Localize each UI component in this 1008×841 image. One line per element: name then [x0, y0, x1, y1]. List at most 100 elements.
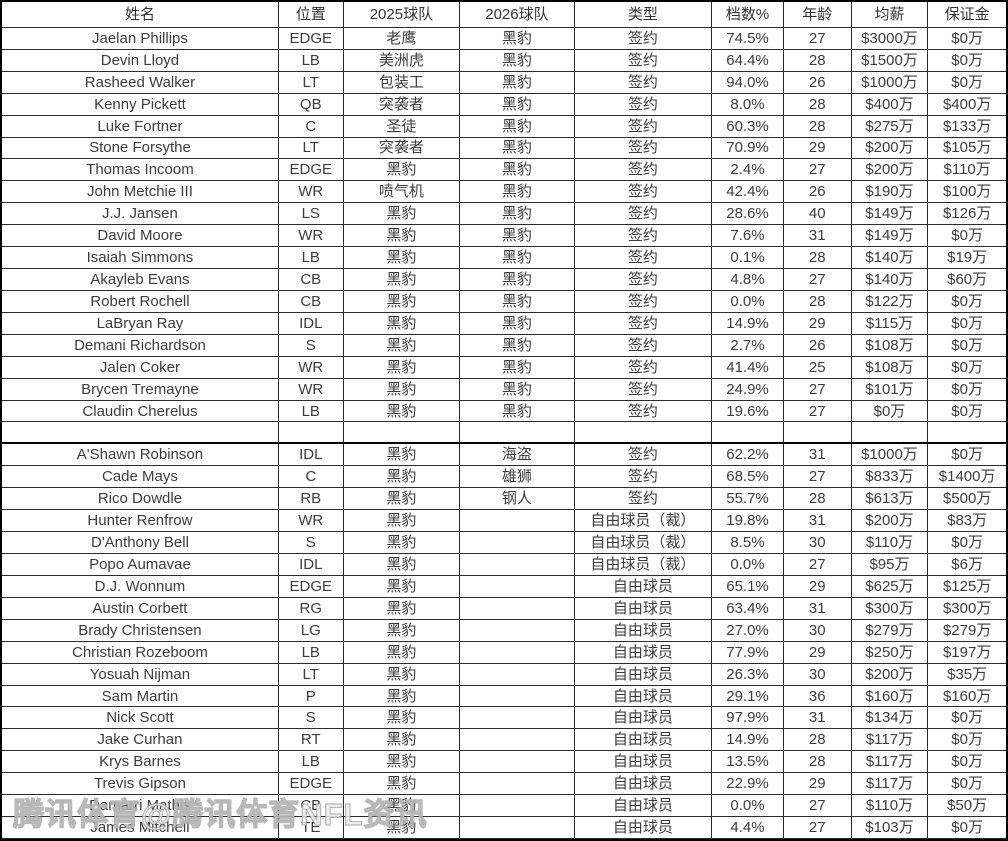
cell-position: LB [278, 751, 344, 774]
cell-team-2026 [460, 510, 575, 533]
cell-team-2026: 黑豹 [460, 159, 575, 182]
cell-team-2025: 黑豹 [343, 159, 461, 182]
cell-guarantee: $125万 [928, 576, 1006, 598]
cell-type: 自由球员 [574, 641, 713, 664]
cell-team-2025: 黑豹 [343, 795, 461, 818]
cell-tier-pct: 63.4% [712, 597, 784, 620]
cell-name: Akayleb Evans [2, 269, 279, 291]
cell-tier-pct: 65.1% [712, 575, 784, 598]
cell-name: J.J. Jansen [2, 203, 279, 226]
cell-type: 自由球员 [574, 707, 713, 730]
cell-position: LB [278, 247, 344, 270]
cell-age: 29 [783, 641, 852, 664]
cell-team-2025: 黑豹 [343, 510, 461, 533]
cell-tier-pct: 97.9% [712, 707, 784, 730]
cell-avg-salary: $117万 [851, 751, 929, 774]
cell-team-2025: 黑豹 [343, 817, 461, 839]
cell-team-2026 [460, 729, 575, 752]
cell-team-2026: 黑豹 [460, 71, 575, 94]
cell-position: QB [278, 93, 344, 116]
cell-avg-salary: $200万 [851, 159, 929, 182]
cell-team-2026 [460, 532, 575, 555]
cell-avg-salary: $149万 [851, 225, 929, 248]
cell-name: Austin Corbett [2, 597, 279, 620]
cell-age: 31 [783, 510, 852, 533]
cell-age: 27 [783, 269, 852, 291]
cell-age: 28 [783, 729, 852, 752]
cell-guarantee: $0万 [928, 379, 1006, 401]
cell-name: Brady Christensen [2, 619, 279, 642]
cell-tier-pct: 2.4% [712, 159, 784, 182]
cell-age: 27 [783, 795, 852, 818]
cell-name: Stone Forsythe [2, 137, 279, 160]
cell-position: RG [278, 597, 344, 620]
cell-guarantee: $60万 [928, 269, 1006, 291]
cell-position: RT [278, 729, 344, 752]
cell-avg-salary: $110万 [851, 795, 929, 818]
cell-tier-pct: 64.4% [712, 49, 784, 72]
cell-guarantee: $300万 [928, 598, 1006, 620]
cell-name: Demani Richardson [2, 334, 279, 357]
cell-team-2025: 黑豹 [343, 554, 461, 576]
cell-guarantee: $0万 [928, 72, 1006, 94]
cell-team-2026: 黑豹 [460, 115, 575, 138]
cell-team-2026: 黑豹 [460, 181, 575, 204]
cell-team-2026 [460, 663, 575, 686]
cell-tier-pct: 42.4% [712, 181, 784, 204]
cell-team-2025: 黑豹 [343, 685, 461, 708]
cell-avg-salary: $117万 [851, 729, 929, 752]
cell-type: 自由球员 [574, 817, 713, 839]
cell-team-2026: 黑豹 [460, 378, 575, 401]
cell-type: 自由球员 [574, 619, 713, 642]
cell-avg-salary: $400万 [851, 93, 929, 116]
cell-name: Yosuah Nijman [2, 663, 279, 686]
cell-guarantee: $133万 [928, 116, 1006, 138]
cell-team-2026: 黑豹 [460, 49, 575, 72]
cell-avg-salary: $1000万 [851, 71, 929, 94]
cell-guarantee: $83万 [928, 510, 1006, 533]
cell-avg-salary: $275万 [851, 115, 929, 138]
cell-type: 自由球员（裁） [574, 532, 713, 555]
cell-age: 27 [783, 159, 852, 182]
cell-name: David Moore [2, 225, 279, 248]
cell-position: C [278, 466, 344, 489]
cell-type: 签约 [574, 203, 713, 226]
cell-name: LaBryan Ray [2, 312, 279, 335]
cell-guarantee: $0万 [928, 817, 1006, 839]
cell-team-2026: 黑豹 [460, 93, 575, 116]
cell-team-2025: 黑豹 [343, 707, 461, 730]
cell-name: Popo Aumavae [2, 554, 279, 576]
cell-guarantee: $400万 [928, 94, 1006, 116]
cell-tier-pct: 4.8% [712, 269, 784, 291]
cell-avg-salary: $613万 [851, 488, 929, 511]
cell-guarantee: $0万 [928, 50, 1006, 72]
cell-team-2025: 黑豹 [343, 729, 461, 752]
cell-team-2025: 包装工 [343, 71, 461, 94]
cell-team-2025: 黑豹 [343, 641, 461, 664]
cell-team-2025: 黑豹 [343, 663, 461, 686]
cell-guarantee: $0万 [928, 773, 1006, 796]
cell-avg-salary: $108万 [851, 334, 929, 357]
cell-avg-salary: $1500万 [851, 49, 929, 72]
cell-tier-pct: 7.6% [712, 225, 784, 248]
cell-team-2026 [460, 817, 575, 839]
cell-tier-pct: 28.6% [712, 203, 784, 226]
cell-name: Thomas Incoom [2, 159, 279, 182]
cell-name: Damarri Mathis [2, 795, 279, 818]
cell-name: Krys Barnes [2, 751, 279, 774]
cell-type: 签约 [574, 356, 713, 379]
cell-type: 签约 [574, 93, 713, 116]
cell-type: 自由球员 [574, 729, 713, 752]
cell-age: 31 [783, 444, 852, 467]
cell-team-2026 [460, 575, 575, 598]
cell-team-2025: 圣徒 [343, 115, 461, 138]
cell-avg-salary: $200万 [851, 510, 929, 533]
cell-position: LB [278, 400, 344, 423]
cell-position: LT [278, 71, 344, 94]
cell-type: 签约 [574, 27, 713, 50]
column-header-type: 类型 [574, 2, 713, 28]
cell-guarantee: $50万 [928, 795, 1006, 818]
cell-position: S [278, 707, 344, 730]
cell-guarantee: $279万 [928, 620, 1006, 642]
cell-guarantee: $0万 [928, 707, 1006, 730]
